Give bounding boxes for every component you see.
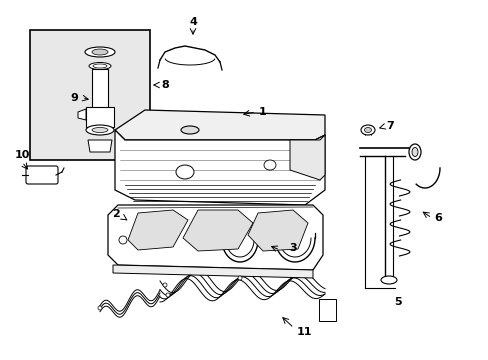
Ellipse shape — [92, 127, 108, 132]
Polygon shape — [128, 210, 187, 250]
Polygon shape — [86, 107, 114, 127]
FancyBboxPatch shape — [26, 166, 58, 184]
Polygon shape — [108, 205, 323, 270]
Text: 3: 3 — [288, 243, 296, 253]
Ellipse shape — [89, 63, 111, 69]
Polygon shape — [183, 210, 252, 251]
Polygon shape — [115, 110, 325, 140]
FancyBboxPatch shape — [318, 299, 335, 321]
Polygon shape — [115, 130, 325, 205]
Ellipse shape — [165, 293, 170, 297]
Ellipse shape — [364, 127, 371, 132]
Ellipse shape — [176, 165, 194, 179]
Text: 7: 7 — [386, 121, 393, 131]
Polygon shape — [113, 265, 312, 278]
FancyBboxPatch shape — [30, 30, 150, 160]
Ellipse shape — [181, 126, 199, 134]
Text: 6: 6 — [433, 213, 441, 223]
Ellipse shape — [119, 236, 127, 244]
Polygon shape — [92, 69, 108, 122]
Text: 9: 9 — [70, 93, 78, 103]
Ellipse shape — [380, 276, 396, 284]
Polygon shape — [88, 140, 112, 152]
Text: 1: 1 — [259, 107, 266, 117]
Text: 2: 2 — [112, 209, 120, 219]
Text: 5: 5 — [393, 297, 401, 307]
Polygon shape — [289, 135, 325, 180]
Text: 4: 4 — [189, 17, 197, 27]
Ellipse shape — [85, 47, 115, 57]
Ellipse shape — [163, 283, 167, 287]
Ellipse shape — [264, 160, 275, 170]
Ellipse shape — [93, 64, 107, 68]
Polygon shape — [78, 109, 86, 120]
Ellipse shape — [86, 125, 114, 135]
Ellipse shape — [408, 144, 420, 160]
Ellipse shape — [238, 276, 242, 280]
Polygon shape — [247, 210, 307, 251]
Ellipse shape — [98, 306, 102, 310]
Text: 10: 10 — [14, 150, 30, 160]
Ellipse shape — [360, 125, 374, 135]
Text: 11: 11 — [296, 327, 311, 337]
Text: 8: 8 — [161, 80, 168, 90]
Ellipse shape — [92, 49, 108, 55]
Ellipse shape — [411, 148, 417, 157]
